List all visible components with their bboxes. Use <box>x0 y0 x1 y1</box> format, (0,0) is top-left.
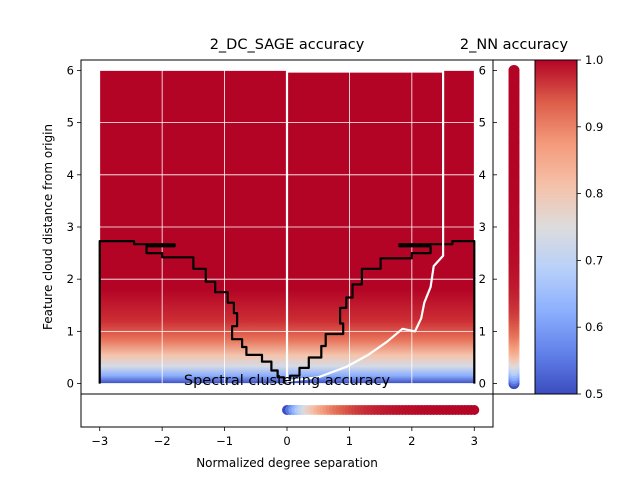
x-axis-label: Normalized degree separation <box>196 456 378 470</box>
colorbar-fill <box>535 60 577 394</box>
nn-tick-label: 0 <box>479 377 486 391</box>
main-title: 2_DC_SAGE accuracy <box>210 37 365 53</box>
y-tick-label: 2 <box>67 272 74 286</box>
nn-y-ticks: 0 1 2 3 4 5 6 <box>479 63 497 391</box>
contour-line-2 <box>289 240 476 384</box>
x-tick-label: 1 <box>346 434 353 448</box>
x-tick-label: 2 <box>408 434 415 448</box>
contour-line-1 <box>98 240 285 384</box>
contours <box>98 70 476 384</box>
y-tick-label: 5 <box>67 116 74 130</box>
colorbar-tick-label: 0.9 <box>585 120 603 134</box>
nn-strip: 0 1 2 3 4 5 6 2_NN accuracy <box>460 37 569 395</box>
spectral-point <box>469 405 480 415</box>
nn-points <box>508 64 520 390</box>
y-tick-label: 0 <box>67 377 74 391</box>
main-plot: 0 1 2 3 4 5 6 2_DC_SAGE accuracy Feature cloud… <box>41 37 494 395</box>
y-axis-label: Feature cloud distance from origin <box>41 124 55 330</box>
colorbar-tick-label: 0.7 <box>585 253 603 267</box>
nn-title: 2_NN accuracy <box>460 37 569 53</box>
y-tick-label: 4 <box>67 168 74 182</box>
nn-tick-label: 5 <box>479 116 486 130</box>
spectral-title: Spectral clustering accuracy <box>184 373 391 389</box>
x-tick-label: −2 <box>154 434 171 448</box>
nn-tick-label: 4 <box>479 168 486 182</box>
y-tick-label: 6 <box>67 63 74 77</box>
spectral-points <box>282 405 480 415</box>
nn-tick-label: 6 <box>479 63 486 77</box>
y-tick-label: 3 <box>67 220 74 234</box>
x-tick-label: 3 <box>471 434 478 448</box>
x-tick-label: −3 <box>91 434 108 448</box>
x-ticks: −3 −2 −1 0 1 2 3 <box>91 427 478 448</box>
y-ticks: 0 1 2 3 4 5 6 <box>67 63 81 391</box>
x-tick-label: 0 <box>283 434 290 448</box>
colorbar-tick-label: 0.8 <box>585 187 603 201</box>
nn-tick-label: 1 <box>479 324 486 338</box>
nn-tick-label: 2 <box>479 272 486 286</box>
colorbar-ticks: 0.5 0.6 0.7 0.8 0.9 1.0 <box>577 53 603 401</box>
colorbar: 0.5 0.6 0.7 0.8 0.9 1.0 <box>534 53 603 401</box>
nn-tick-label: 3 <box>479 220 486 234</box>
nn-point <box>508 64 520 76</box>
colorbar-tick-label: 1.0 <box>585 53 603 67</box>
colorbar-tick-label: 0.5 <box>585 387 603 401</box>
colorbar-frame <box>534 59 578 395</box>
x-tick-label: −1 <box>216 434 233 448</box>
spectral-strip: −3 −2 −1 0 1 2 3 Spectral clustering accuracy … <box>80 373 494 470</box>
y-tick-label: 1 <box>67 324 74 338</box>
contour-line-3 <box>285 70 445 383</box>
colorbar-tick-label: 0.6 <box>585 320 603 334</box>
